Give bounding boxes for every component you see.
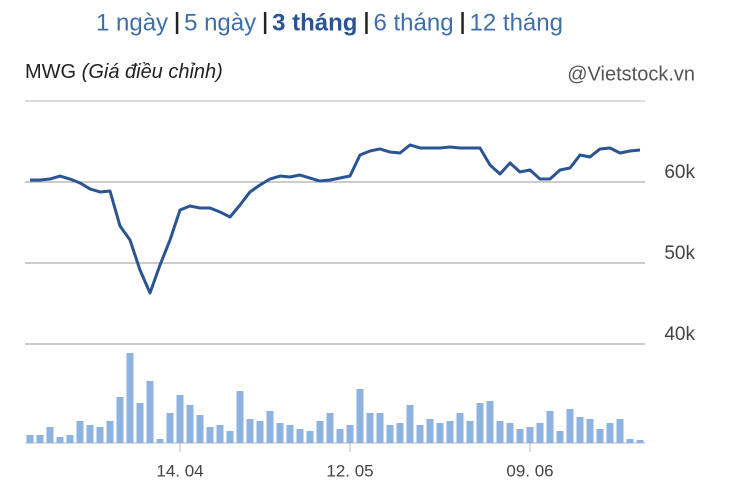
volume-bar: [446, 421, 454, 443]
volume-bar: [316, 421, 324, 443]
volume-bar: [266, 411, 274, 443]
volume-bar: [226, 431, 234, 443]
volume-bar: [56, 437, 64, 443]
volume-bar: [306, 431, 314, 443]
volume-bar: [166, 413, 174, 443]
volume-bar: [376, 413, 384, 443]
volume-bar: [516, 429, 524, 443]
volume-bar: [416, 425, 424, 443]
volume-bar: [326, 413, 334, 443]
volume-bar: [196, 415, 204, 443]
volume-bar: [426, 419, 434, 443]
tab[interactable]: 5 ngày: [184, 9, 256, 36]
volume-bar: [76, 421, 84, 443]
range-tabs: 1 ngày 5 ngày 3 tháng 6 tháng 12 tháng: [96, 9, 563, 36]
volume-bar: [456, 413, 464, 443]
subtitle: (Giá điều chỉnh): [82, 61, 223, 83]
volume-bar: [366, 413, 374, 443]
volume-bar: [346, 425, 354, 443]
volume-bar: [66, 435, 74, 443]
volume-bar: [296, 429, 304, 443]
volume-bar: [596, 429, 604, 443]
volume-bar: [436, 423, 444, 443]
volume-bar: [176, 395, 184, 443]
y-tick-label: 60k: [664, 162, 695, 183]
volume-bar: [576, 417, 584, 443]
volume-bar: [236, 391, 244, 443]
volume-bar: [506, 423, 514, 443]
volume-bar: [636, 440, 644, 443]
volume-bar: [526, 427, 534, 443]
chart-title: MWG (Giá điều chỉnh): [25, 61, 223, 83]
tab[interactable]: 3 tháng: [272, 9, 357, 36]
tab[interactable]: 1 ngày: [96, 9, 168, 36]
volume-bar: [336, 429, 344, 443]
volume-bar: [46, 427, 54, 443]
volume-bar: [356, 389, 364, 443]
volume-bar: [136, 403, 144, 443]
volume-bar: [256, 421, 264, 443]
volume-bar: [26, 435, 34, 443]
volume-bar: [466, 421, 474, 443]
price-line: [30, 143, 641, 295]
volume-bar: [276, 423, 284, 443]
volume-bar: [586, 419, 594, 443]
volume-bar: [616, 419, 624, 443]
source: @Vietstock.vn: [567, 63, 695, 85]
volume-bar: [556, 431, 564, 443]
tab[interactable]: 12 tháng: [470, 9, 563, 36]
volume-bar: [106, 421, 114, 443]
volume-bar: [536, 423, 544, 443]
x-tick-label: 12. 05: [326, 461, 373, 480]
volume-bar: [566, 409, 574, 443]
volume-bar: [406, 405, 414, 443]
volume-bar: [146, 381, 154, 443]
x-tick-label: 14. 04: [156, 461, 203, 480]
y-tick-label: 50k: [664, 243, 695, 264]
volume-bar: [476, 403, 484, 443]
volume-bar: [86, 425, 94, 443]
volume-bar: [246, 419, 254, 443]
volume-bar: [186, 405, 194, 443]
volume-bar: [126, 353, 134, 443]
volume-bar: [386, 425, 394, 443]
volume-bar: [496, 421, 504, 443]
x-tick-label: 09. 06: [506, 461, 553, 480]
y-tick-label: 40k: [664, 324, 695, 345]
volume-bar: [546, 411, 554, 443]
volume-bar: [36, 435, 44, 443]
volume-bar: [626, 439, 634, 443]
ticker: MWG: [25, 61, 76, 83]
volume-bar: [206, 427, 214, 443]
volume-bar: [96, 427, 104, 443]
volume-bar: [116, 397, 124, 443]
tab[interactable]: 6 tháng: [373, 9, 453, 36]
volume-bar: [396, 423, 404, 443]
volume-bar: [486, 401, 494, 443]
volume-bar: [216, 425, 224, 443]
volume-bar: [286, 425, 294, 443]
volume-bar: [156, 439, 164, 443]
volume-bar: [606, 423, 614, 443]
